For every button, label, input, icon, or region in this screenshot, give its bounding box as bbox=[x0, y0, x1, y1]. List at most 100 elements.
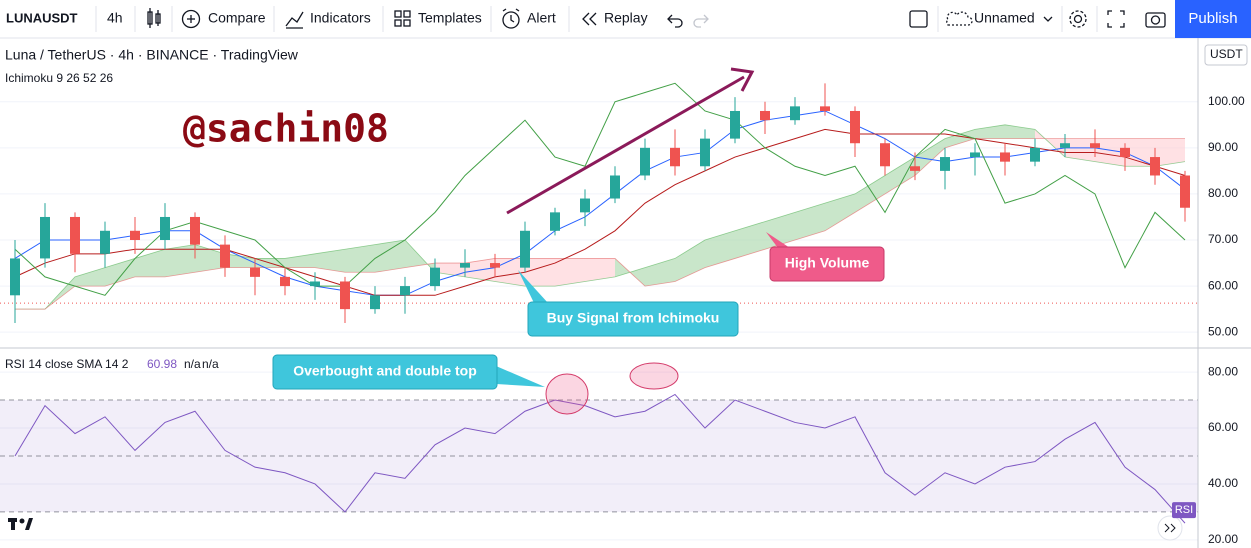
rsi-value: 60.98 bbox=[147, 357, 177, 371]
candle-body bbox=[520, 230, 530, 268]
candle-body bbox=[790, 106, 800, 121]
alert-icon[interactable] bbox=[502, 8, 520, 29]
callout bbox=[527, 301, 739, 337]
cloud-segment bbox=[135, 249, 165, 277]
candle-body bbox=[340, 281, 350, 310]
candle-body bbox=[670, 147, 680, 167]
candle-body bbox=[220, 244, 230, 268]
callout-pointer bbox=[766, 232, 790, 248]
candle-body bbox=[430, 267, 440, 287]
candle-body bbox=[1180, 175, 1190, 208]
toolbar: LUNAUSDT 4h Compare Indicators Templates… bbox=[0, 0, 1251, 39]
replay[interactable]: Replay bbox=[604, 10, 648, 26]
templates[interactable]: Templates bbox=[418, 10, 482, 26]
cloud-segment bbox=[375, 240, 405, 273]
undo-icon[interactable] bbox=[667, 14, 683, 28]
cloud-segment bbox=[915, 138, 945, 176]
candle-body bbox=[910, 166, 920, 171]
tv-logo bbox=[8, 518, 33, 530]
layout-icon[interactable] bbox=[909, 10, 928, 28]
y-tick-label: 100.00 bbox=[1208, 94, 1245, 108]
candle-body bbox=[280, 276, 290, 287]
redo-icon[interactable] bbox=[693, 14, 709, 28]
rsi-badge bbox=[1172, 502, 1196, 519]
callout-text: High Volume bbox=[785, 255, 870, 271]
callout-pointer bbox=[496, 366, 545, 387]
candle-body bbox=[250, 267, 260, 277]
fullscreen-icon[interactable] bbox=[1107, 10, 1125, 28]
compare[interactable]: Compare bbox=[208, 10, 266, 26]
candle-body bbox=[610, 175, 620, 199]
chart-back bbox=[0, 101, 1198, 541]
templates-icon[interactable] bbox=[394, 10, 411, 27]
publish[interactable]: Publish bbox=[1188, 10, 1237, 27]
symbol[interactable]: LUNAUSDT bbox=[6, 10, 78, 25]
candle-body bbox=[1060, 143, 1070, 148]
candle-body bbox=[100, 230, 110, 254]
rsi-legend: RSI 14 close SMA 14 2 bbox=[5, 357, 129, 371]
y-tick-label: 60.00 bbox=[1208, 420, 1238, 434]
candle-body bbox=[760, 110, 770, 121]
y-tick-label: 20.00 bbox=[1208, 532, 1238, 546]
cloud-segment bbox=[855, 175, 885, 213]
candle-body bbox=[850, 110, 860, 144]
cloud-segment bbox=[165, 244, 195, 277]
candle-body bbox=[1120, 147, 1130, 158]
candle-body bbox=[130, 230, 140, 241]
chart-style-icon[interactable] bbox=[147, 8, 161, 28]
cloud-segment bbox=[825, 193, 855, 231]
cloud-segment bbox=[75, 267, 105, 287]
candle-body bbox=[310, 281, 320, 287]
chart-main bbox=[10, 82, 1190, 524]
candle-body bbox=[400, 286, 410, 296]
candle-body bbox=[880, 143, 890, 167]
candle-body bbox=[70, 216, 80, 254]
highlight-circle bbox=[545, 373, 589, 415]
snapshot-icon[interactable] bbox=[1145, 12, 1166, 28]
cloud-segment bbox=[735, 221, 765, 259]
line-series bbox=[14, 393, 1186, 524]
currency[interactable]: USDT bbox=[1210, 47, 1243, 61]
indicators-icon[interactable] bbox=[285, 11, 304, 29]
y-tick-label: 60.00 bbox=[1208, 278, 1238, 292]
compare-icon[interactable] bbox=[181, 9, 201, 29]
candle-body bbox=[1000, 152, 1010, 162]
candle-body bbox=[190, 216, 200, 245]
candle-body bbox=[10, 258, 20, 296]
trend-arrow bbox=[506, 67, 755, 215]
candle-body bbox=[730, 110, 740, 139]
cloud-segment bbox=[885, 157, 915, 194]
settings-icon[interactable] bbox=[1069, 10, 1087, 28]
candle-body bbox=[160, 216, 170, 241]
replay-icon[interactable] bbox=[582, 12, 597, 26]
candle-body bbox=[640, 147, 650, 176]
rsi-na: n/a bbox=[202, 357, 219, 371]
candle-body bbox=[1030, 147, 1040, 162]
alert[interactable]: Alert bbox=[527, 10, 556, 26]
callout bbox=[769, 246, 885, 282]
rsi-badge-text: RSI bbox=[1175, 504, 1193, 516]
cloud-segment bbox=[495, 258, 525, 287]
scroll-button[interactable] bbox=[1157, 515, 1183, 541]
currency-button[interactable] bbox=[1204, 44, 1248, 66]
line-series bbox=[14, 110, 1186, 296]
candle-body bbox=[700, 138, 710, 167]
y-tick-label: 80.00 bbox=[1208, 364, 1238, 378]
candle-body bbox=[460, 263, 470, 268]
candle-body bbox=[1150, 157, 1160, 176]
cloud-segment bbox=[1155, 138, 1185, 167]
indicators[interactable]: Indicators bbox=[310, 10, 371, 26]
publish-button[interactable] bbox=[1175, 0, 1251, 38]
y-tick-label: 50.00 bbox=[1208, 324, 1238, 338]
layout-name[interactable]: Unnamed bbox=[974, 10, 1035, 26]
callout-text: Buy Signal from Ichimoku bbox=[547, 310, 720, 326]
cloud-segment bbox=[315, 249, 345, 273]
line-series bbox=[14, 82, 1186, 296]
layout-menu[interactable] bbox=[1043, 16, 1053, 22]
chart-front: 50.00 60.00 70.00 80.00 90.00 100.00 20.00 40.0… bbox=[1172, 94, 1245, 546]
candle-body bbox=[1090, 143, 1100, 148]
callout-pointer bbox=[518, 270, 548, 303]
interval[interactable]: 4h bbox=[107, 10, 123, 26]
candle-body bbox=[490, 263, 500, 268]
cloud-icon[interactable] bbox=[946, 11, 973, 26]
